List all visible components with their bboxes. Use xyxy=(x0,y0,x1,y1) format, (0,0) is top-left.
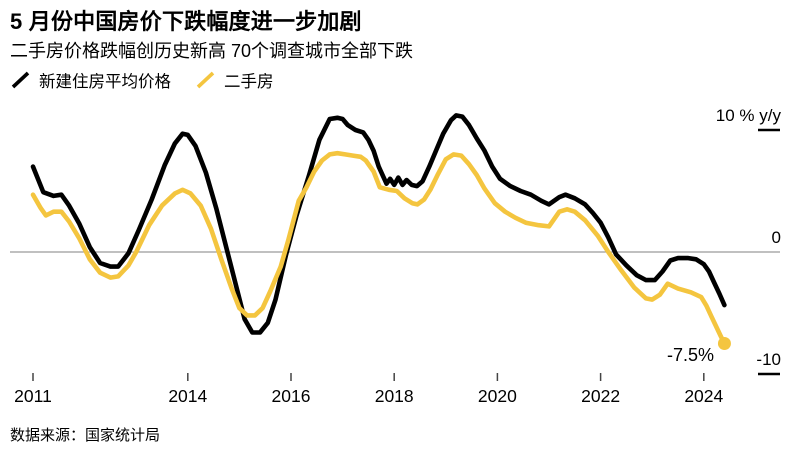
source-note: 数据来源：国家统计局 xyxy=(10,427,161,444)
chart-legend: 新建住房平均价格 二手房 xyxy=(10,68,274,92)
legend-item-new-homes: 新建住房平均价格 xyxy=(10,68,171,92)
series-end-dot-secondhand xyxy=(717,337,731,350)
x-axis-label: 2018 xyxy=(374,386,414,406)
y-axis-label: 0 xyxy=(771,228,781,247)
legend-item-secondhand: 二手房 xyxy=(195,68,274,92)
page-title: 5 月份中国房价下跌幅度进一步加剧 xyxy=(10,9,362,34)
page-subtitle: 二手房价格跌幅创历史新高 70个调查城市全部下跌 xyxy=(10,41,414,61)
y-axis-label: -10 xyxy=(756,350,781,369)
series-line-new-homes xyxy=(30,113,727,335)
end-value-label: -7.5% xyxy=(666,345,714,365)
x-axis-label: 2022 xyxy=(581,386,621,406)
x-axis-label: 2014 xyxy=(168,386,208,406)
yellow-slash-icon xyxy=(196,71,215,89)
x-axis-label: 2016 xyxy=(271,386,311,406)
y-axis-label: 10 % y/y xyxy=(715,106,781,125)
legend-label-new-homes: 新建住房平均价格 xyxy=(39,73,171,91)
series-line-secondhand xyxy=(30,150,727,346)
x-axis-label: 2020 xyxy=(477,386,517,406)
x-axis-label: 2011 xyxy=(14,386,52,406)
x-axis-label: 2024 xyxy=(684,386,724,406)
black-slash-icon xyxy=(11,71,30,89)
legend-label-secondhand: 二手房 xyxy=(224,73,274,91)
